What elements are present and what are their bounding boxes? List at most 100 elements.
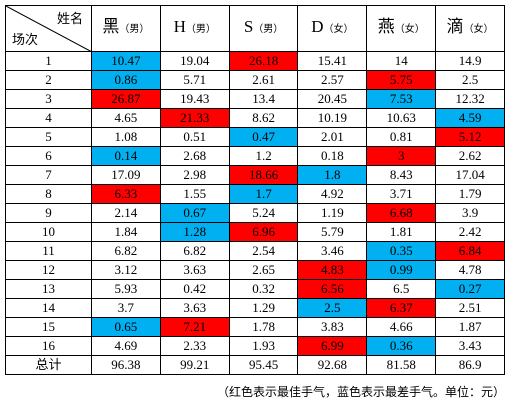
amount-cell: 0.35 — [366, 241, 437, 261]
amount-cell: 0.18 — [297, 146, 368, 166]
column-header: 黑（男） — [91, 5, 161, 52]
amount-cell: 2.33 — [159, 336, 230, 356]
corner-bottom: 场次 — [12, 32, 39, 47]
round-row: 13 5.93 0.42 0.32 6.56 6.5 0.27 — [5, 279, 505, 299]
round-label: 4 — [5, 108, 92, 128]
round-row: 5 1.08 0.51 0.47 2.01 0.81 5.12 — [5, 127, 505, 147]
amount-cell: 1.81 — [366, 222, 437, 242]
amount-cell: 3.12 — [91, 260, 161, 280]
amount-cell: 0.81 — [366, 127, 437, 147]
amount-cell: 5.75 — [366, 70, 437, 90]
amount-cell: 17.04 — [435, 165, 505, 185]
amount-cell: 26.87 — [91, 89, 161, 109]
amount-cell: 13.4 — [228, 89, 299, 109]
amount-cell: 2.01 — [297, 127, 368, 147]
amount-cell: 3.43 — [435, 336, 505, 356]
total-row: 总计 96.38 99.21 95.45 92.68 81.58 86.9 — [5, 355, 505, 375]
round-row: 2 0.86 5.71 2.61 2.57 5.75 2.5 — [5, 70, 505, 90]
amount-cell: 2.61 — [228, 70, 299, 90]
amount-cell: 10.63 — [366, 108, 437, 128]
amount-cell: 0.51 — [159, 127, 230, 147]
amount-cell: 0.27 — [435, 279, 505, 299]
round-row: 1 10.47 19.04 26.18 15.41 14 14.9 — [5, 51, 505, 71]
amount-cell: 2.98 — [159, 165, 230, 185]
amount-cell: 18.66 — [228, 165, 299, 185]
amount-cell: 14 — [366, 51, 437, 71]
player-gender: （女） — [463, 24, 494, 35]
round-row: 6 0.14 2.68 1.2 0.18 3 2.62 — [5, 146, 505, 166]
amount-cell: 6.99 — [297, 336, 368, 356]
amount-cell: 6.82 — [159, 241, 230, 261]
total-cell: 96.38 — [91, 355, 161, 375]
player-gender: （男） — [119, 24, 150, 35]
amount-cell: 6.82 — [91, 241, 161, 261]
round-row: 12 3.12 3.63 2.65 4.83 0.99 4.78 — [5, 260, 505, 280]
amount-cell: 5.12 — [435, 127, 505, 147]
amount-cell: 2.5 — [297, 298, 368, 318]
table-body: 姓名 场次 黑（男） H（男） S（男） D（女） 燕（女） 滴（女） 1 10.47 19.… — [5, 5, 505, 375]
round-label: 13 — [5, 279, 92, 299]
amount-cell: 0.42 — [159, 279, 230, 299]
amount-cell: 1.84 — [91, 222, 161, 242]
amount-cell: 4.65 — [91, 108, 161, 128]
amount-cell: 0.86 — [91, 70, 161, 90]
round-row: 11 6.82 6.82 2.54 3.46 0.35 6.84 — [5, 241, 505, 261]
amount-cell: 5.93 — [91, 279, 161, 299]
amount-cell: 1.29 — [228, 298, 299, 318]
player-name: 燕 — [377, 17, 395, 36]
total-cell: 95.45 — [228, 355, 299, 375]
amount-cell: 0.47 — [228, 127, 299, 147]
total-cell: 99.21 — [159, 355, 230, 375]
amount-cell: 2.57 — [297, 70, 368, 90]
round-label: 15 — [5, 317, 92, 337]
round-row: 9 2.14 0.67 5.24 1.19 6.68 3.9 — [5, 203, 505, 223]
amount-cell: 1.19 — [297, 203, 368, 223]
amount-cell: 3.46 — [297, 241, 368, 261]
round-label: 8 — [5, 184, 92, 204]
amount-cell: 0.14 — [91, 146, 161, 166]
amount-cell: 6.37 — [366, 298, 437, 318]
player-gender: （男） — [185, 24, 216, 35]
player-name: 黑 — [102, 17, 120, 36]
amount-cell: 10.19 — [297, 108, 368, 128]
amount-cell: 15.41 — [297, 51, 368, 71]
amount-cell: 1.2 — [228, 146, 299, 166]
amount-cell: 4.59 — [435, 108, 505, 128]
round-row: 15 0.65 7.21 1.78 3.83 4.66 1.87 — [5, 317, 505, 337]
amount-cell: 7.21 — [159, 317, 230, 337]
round-row: 3 26.87 19.43 13.4 20.45 7.53 12.32 — [5, 89, 505, 109]
amount-cell: 1.55 — [159, 184, 230, 204]
amount-cell: 0.65 — [91, 317, 161, 337]
diagonal — [6, 6, 92, 52]
round-label: 3 — [5, 89, 92, 109]
amount-cell: 2.42 — [435, 222, 505, 242]
amount-cell: 4.78 — [435, 260, 505, 280]
amount-cell: 7.53 — [366, 89, 437, 109]
amount-cell: 2.62 — [435, 146, 505, 166]
note: （红色表示最佳手气，蓝色表示最差手气。单位：元） — [216, 385, 505, 399]
column-header: H（男） — [159, 5, 230, 52]
player-gender: （女） — [323, 24, 354, 35]
round-row: 4 4.65 21.33 8.62 10.19 10.63 4.59 — [5, 108, 505, 128]
player-name: H — [173, 17, 186, 36]
amount-cell: 6.33 — [91, 184, 161, 204]
amount-cell: 0.36 — [366, 336, 437, 356]
round-label: 12 — [5, 260, 92, 280]
round-label: 16 — [5, 336, 92, 356]
amount-cell: 19.43 — [159, 89, 230, 109]
round-row: 7 17.09 2.98 18.66 1.8 8.43 17.04 — [5, 165, 505, 185]
amount-cell: 12.32 — [435, 89, 505, 109]
amount-cell: 3.9 — [435, 203, 505, 223]
amount-cell: 19.04 — [159, 51, 230, 71]
amount-cell: 5.79 — [297, 222, 368, 242]
amount-cell: 2.54 — [228, 241, 299, 261]
amount-cell: 8.62 — [228, 108, 299, 128]
total-cell: 86.9 — [435, 355, 505, 375]
column-header: S（男） — [228, 5, 299, 52]
round-label: 7 — [5, 165, 92, 185]
amount-cell: 1.28 — [159, 222, 230, 242]
column-header: 燕（女） — [366, 5, 437, 52]
column-header: D（女） — [297, 5, 368, 52]
amount-cell: 8.43 — [366, 165, 437, 185]
